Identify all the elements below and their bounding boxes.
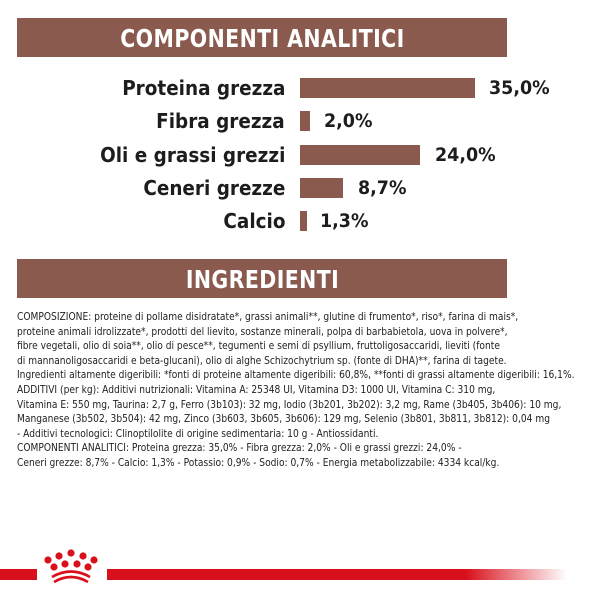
footer-red-line-right [107, 569, 567, 580]
row-label: Fibra grezza [156, 109, 285, 133]
ingredients-text: COMPOSIZIONE: proteine di pollame disidr… [17, 310, 587, 471]
chart-row-fibre: Fibra grezza 2,0% [0, 108, 600, 134]
chart-row-calcium: Calcio 1,3% [0, 208, 600, 234]
chart-row-fat: Oli e grassi grezzi 24,0% [0, 142, 600, 168]
footer-red-line-left [0, 569, 37, 580]
ingredients-line: Manganese (3b502, 3b504): 42 mg, Zinco (… [17, 413, 550, 426]
ingredients-line: fibre vegetali, olio di soia**, olio di … [17, 340, 500, 353]
bar [300, 78, 475, 98]
ingredients-line: proteine animali idrolizzate*, prodotti … [17, 325, 508, 338]
ingredients-line: COMPOSIZIONE: proteine di pollame disidr… [17, 311, 519, 323]
row-value: 35,0% [489, 77, 550, 99]
row-label: Ceneri grezze [143, 176, 285, 200]
chart-row-ash: Ceneri grezze 8,7% [0, 175, 600, 201]
ingredients-line: COMPONENTI ANALITICI: Proteina grezza: 3… [17, 442, 462, 455]
row-value: 24,0% [435, 144, 496, 166]
bar [300, 211, 307, 231]
ingredients-title: INGREDIENTI [185, 265, 339, 294]
row-value: 2,0% [324, 110, 373, 132]
ingredients-line: di mannanoligosaccaridi e beta-glucani),… [17, 354, 507, 367]
ingredients-line: - Additivi tecnologici: Clinoptilolite d… [17, 427, 379, 440]
row-label: Proteina grezza [121, 76, 285, 100]
ingredients-line: Vitamina E: 550 mg, Taurina: 2,7 g, Ferr… [17, 398, 562, 411]
ingredients-line: Ingredienti altamente digeribili: *fonti… [17, 369, 575, 382]
row-label: Oli e grassi grezzi [99, 143, 285, 167]
analytical-components-title: COMPONENTI ANALITICI [119, 24, 405, 53]
ingredients-line: Ceneri grezze: 8,7% - Calcio: 1,3% - Pot… [17, 456, 500, 469]
bar [300, 145, 420, 165]
ingredients-banner: INGREDIENTI [17, 259, 507, 298]
analytical-components-banner: COMPONENTI ANALITICI [17, 18, 507, 57]
bar [300, 111, 310, 131]
row-value: 1,3% [320, 210, 369, 232]
row-value: 8,7% [358, 177, 407, 199]
ingredients-line: ADDITIVI (per kg): Additivi nutrizionali… [17, 383, 496, 396]
chart-row-protein: Proteina grezza 35,0% [0, 75, 600, 101]
royal-canin-crown-icon [44, 549, 98, 584]
row-label: Calcio [222, 209, 285, 233]
bar [300, 178, 343, 198]
